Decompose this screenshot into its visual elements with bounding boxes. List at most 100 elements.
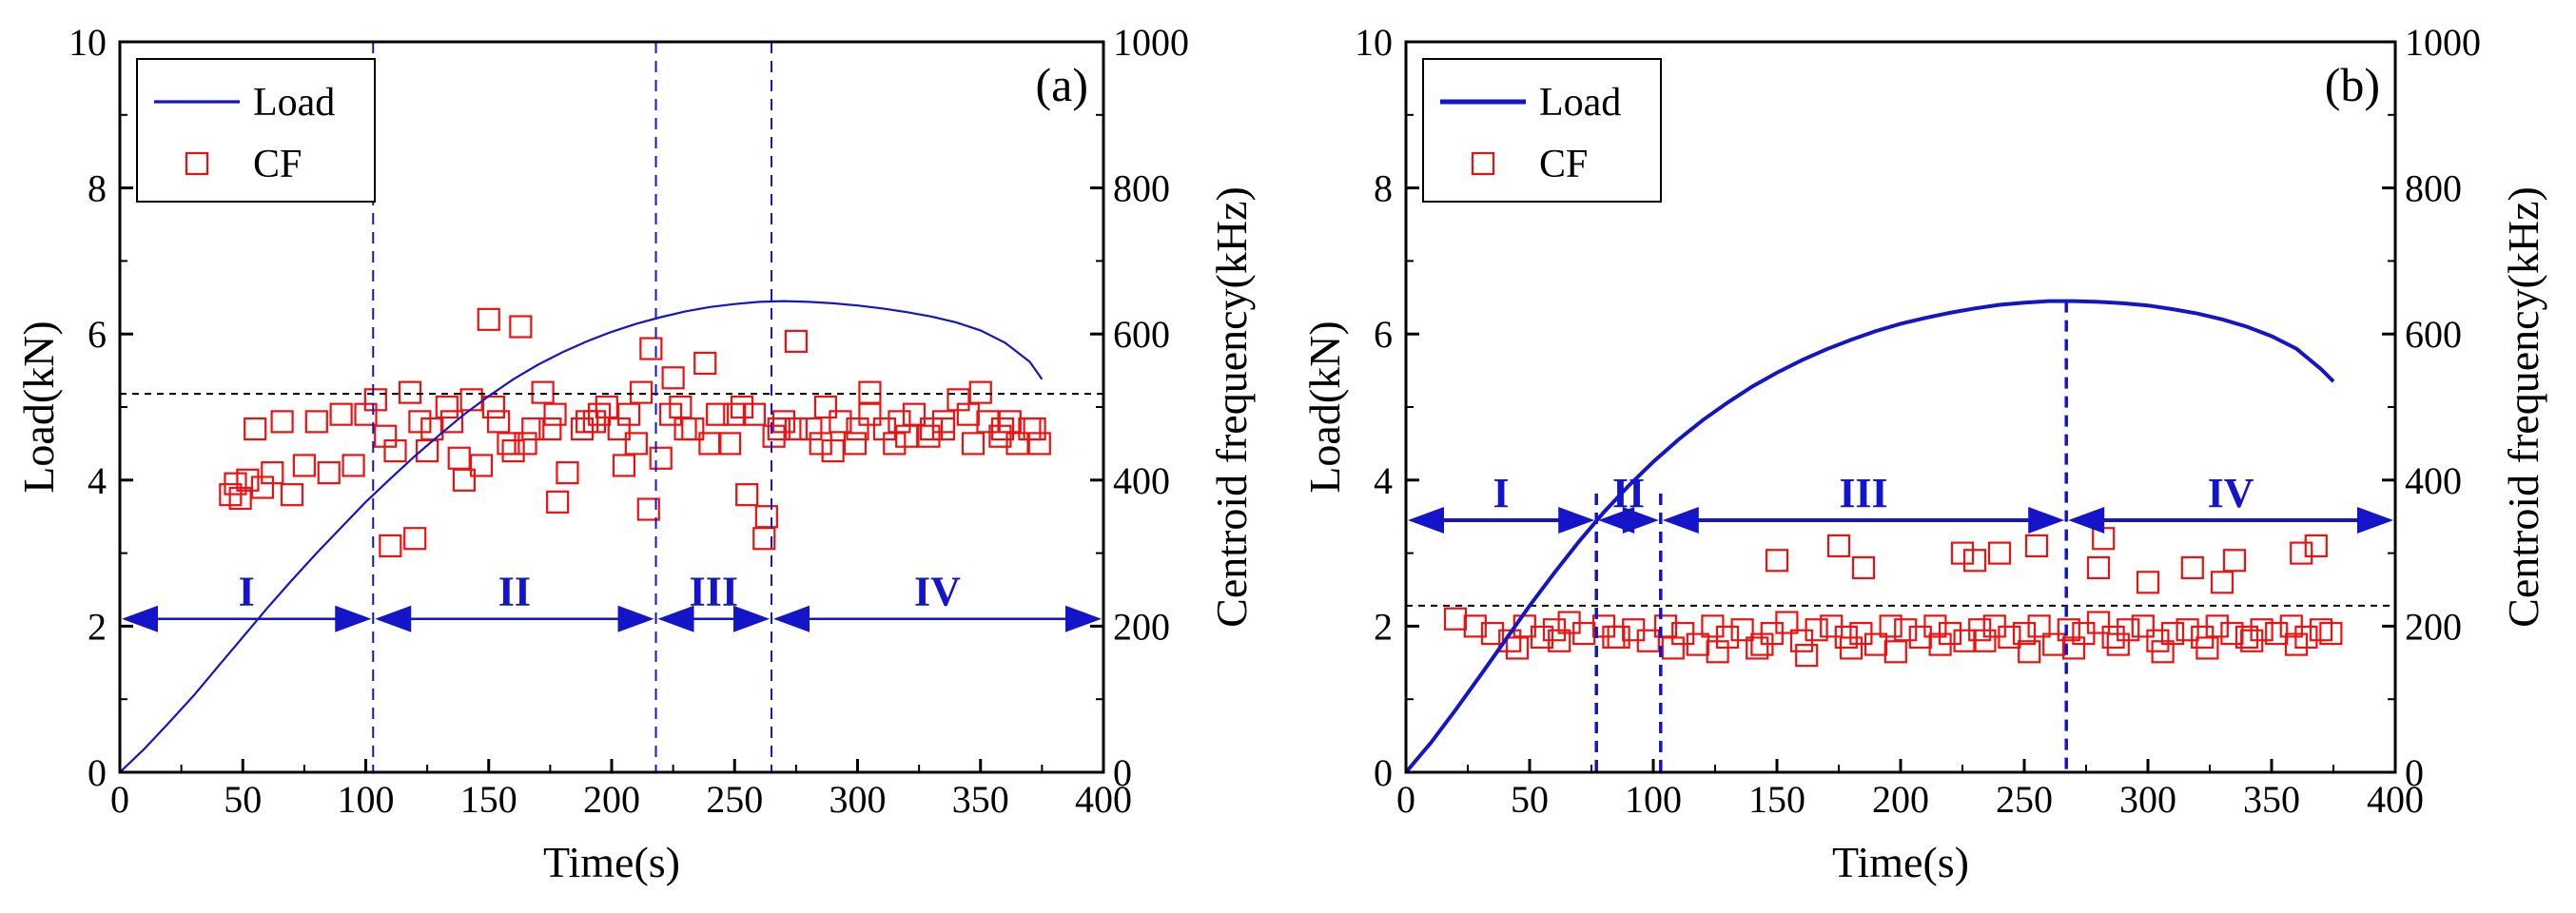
stage-label: III	[1839, 470, 1887, 516]
cf-point	[1795, 644, 1819, 668]
panel-label: (b)	[2325, 58, 2380, 111]
cf-point	[501, 438, 525, 463]
cf-point	[2101, 625, 2125, 650]
cf-point	[497, 432, 520, 456]
cf-point	[919, 417, 944, 441]
cf-point	[813, 395, 837, 419]
x-tick-label: 250	[1996, 778, 2053, 821]
cf-point	[961, 432, 986, 456]
y2-tick-label: 800	[2405, 167, 2462, 210]
chart-panel-b: I II III IV0 50 100 150 200 250 300 350 40002468100…	[1300, 21, 2547, 886]
cf-point	[1987, 541, 2012, 565]
y2-tick-label: 0	[2405, 751, 2424, 794]
cf-point	[649, 446, 673, 470]
cf-point	[612, 454, 636, 477]
load-line	[1404, 299, 2335, 774]
stage-arrow-head	[1408, 507, 1444, 534]
cf-point	[1480, 621, 1505, 646]
cf-point	[1750, 632, 1774, 656]
legend-cf-label: CF	[253, 143, 302, 186]
stage-label: I	[1493, 470, 1510, 516]
y2-tick-label: 600	[2405, 313, 2462, 356]
cf-point	[439, 410, 464, 434]
legend-load-label: Load	[253, 81, 335, 125]
y2-axis-label: Centroid frequency(kHz)	[1207, 186, 1256, 628]
stage-arrow-head	[335, 605, 372, 632]
cf-point	[809, 432, 832, 456]
cf-point	[1928, 632, 1952, 656]
stage-arrow-head	[2068, 507, 2105, 534]
cf-point	[2222, 549, 2247, 573]
cf-point	[1962, 549, 1987, 573]
legend-cf-swatch	[185, 151, 209, 176]
cf-point	[1443, 607, 1468, 631]
cf-point	[398, 380, 422, 404]
cf-point	[1883, 640, 1907, 664]
cf-point	[2234, 625, 2259, 650]
cf-point	[717, 432, 742, 456]
cf-point	[1530, 625, 1554, 650]
cf-point	[481, 395, 506, 419]
cf-point	[363, 388, 387, 412]
cf-point	[1851, 555, 1876, 580]
cf-point	[1636, 629, 1660, 652]
y2-tick-label: 800	[1113, 167, 1170, 210]
load-line	[119, 300, 1044, 773]
cf-point	[2176, 618, 2199, 642]
cf-point	[1950, 541, 1975, 565]
cf-point	[383, 438, 407, 463]
y2-axis-label: Centroid frequency(kHz)	[2499, 186, 2547, 628]
stage-label: IV	[914, 569, 961, 615]
stage-arrow-head	[1065, 605, 1102, 632]
x-tick-label: 0	[110, 778, 129, 821]
cf-point	[624, 432, 648, 456]
cf-point	[846, 417, 869, 441]
y-tick-label: 2	[88, 605, 107, 648]
cf-point	[514, 432, 537, 456]
cf-point	[2210, 571, 2234, 594]
cf-point	[1826, 534, 1851, 558]
stage-arrow-head	[617, 605, 654, 632]
stage-arrow-head	[1558, 507, 1595, 534]
cf-point	[228, 486, 252, 511]
cf-point	[976, 410, 1000, 434]
cf-point	[888, 410, 911, 434]
y2-tick-label: 200	[2405, 605, 2462, 648]
cf-point	[304, 410, 328, 434]
cf-point	[379, 534, 402, 558]
cf-point	[576, 410, 599, 434]
cf-point	[2061, 636, 2086, 660]
cf-point	[1864, 632, 1888, 656]
cf-point	[469, 454, 494, 477]
cf-point	[1923, 614, 1947, 638]
y2-tick-label: 200	[1113, 605, 1170, 648]
y2-tick-label: 600	[1113, 313, 1170, 356]
cf-point	[1661, 636, 1685, 660]
stage-arrow-head	[375, 605, 412, 632]
x-tick-label: 300	[829, 778, 887, 821]
x-tick-label: 350	[952, 778, 1009, 821]
y-axis-label: Load(kN)	[14, 321, 63, 493]
cf-point	[968, 380, 992, 404]
chart-panel-a: I II III IV0 50 100 150 200 250 300 350 40002468100…	[14, 21, 1256, 886]
cf-point	[292, 454, 316, 477]
cf-point	[2024, 534, 2049, 558]
legend-load-label: Load	[1539, 81, 1621, 125]
cf-point	[570, 417, 595, 441]
cf-point	[261, 461, 284, 485]
x-tick-label: 0	[1396, 778, 1415, 821]
cf-point	[784, 417, 808, 441]
cf-point	[236, 468, 260, 492]
cf-point	[754, 505, 778, 529]
cf-point	[1505, 636, 1530, 660]
cf-point	[698, 432, 722, 456]
cf-point	[403, 527, 427, 551]
cf-point	[2106, 632, 2130, 656]
cf-point	[931, 417, 956, 441]
cf-point	[317, 461, 341, 485]
x-tick-label: 100	[1625, 778, 1682, 821]
cf-point	[435, 395, 459, 419]
cf-point	[224, 472, 247, 495]
y-tick-label: 6	[1374, 313, 1393, 356]
panel-label: (a)	[1036, 58, 1089, 111]
